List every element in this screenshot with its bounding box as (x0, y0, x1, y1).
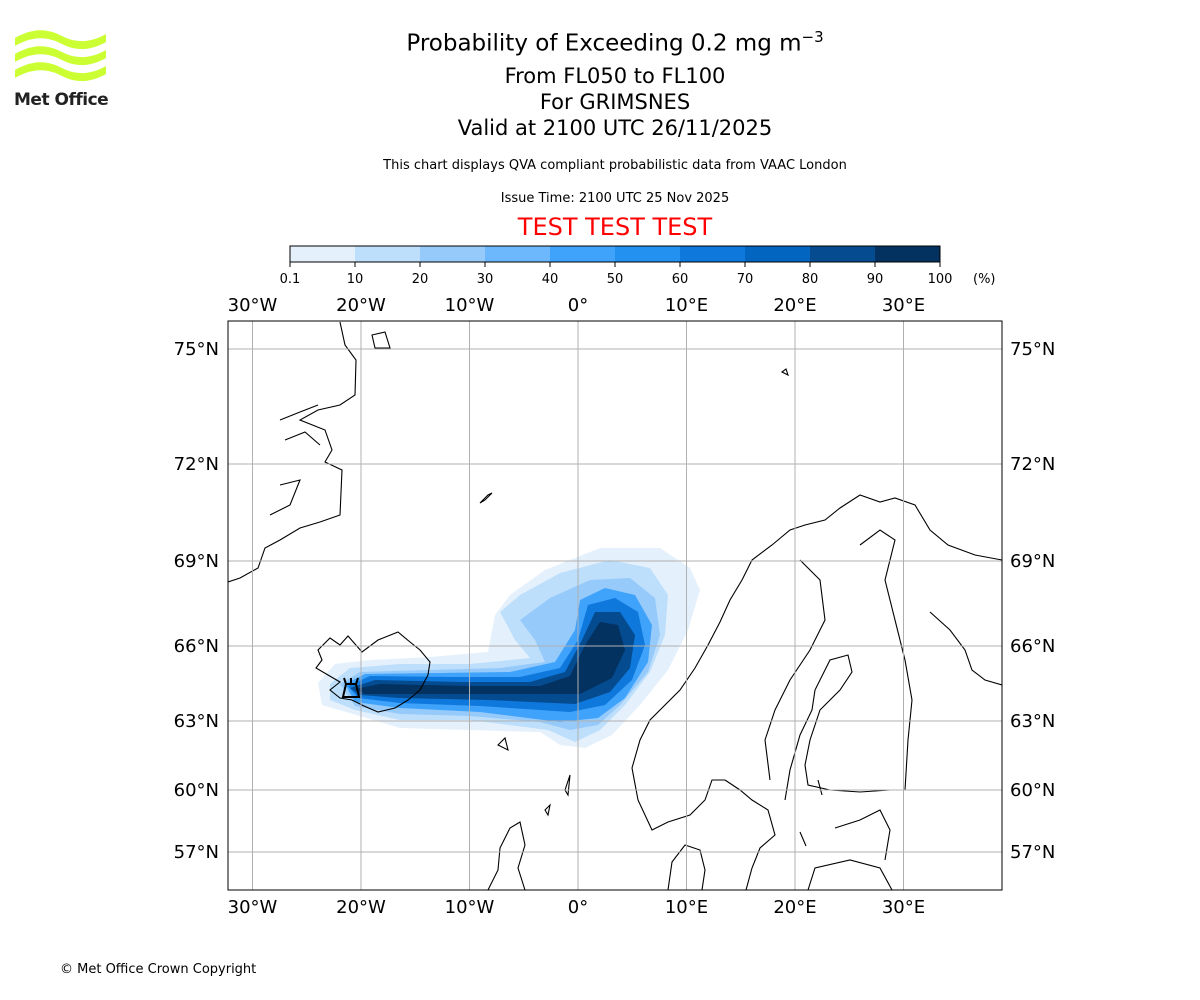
copyright: © Met Office Crown Copyright (60, 962, 257, 977)
bear-island (780, 368, 789, 377)
colorbar-tick-label: 100 (928, 272, 953, 287)
scandinavia-coast (631, 494, 1002, 831)
flight-level-range: From FL050 to FL100 (504, 64, 726, 88)
colorbar-swatch (745, 246, 810, 262)
colorbar: 0.1 10 20 30 40 50 60 70 80 90 100 (%) (280, 245, 996, 287)
chart-title: Probability of Exceeding 0.2 mg m−3 (0, 28, 1200, 57)
valid-time: Valid at 2100 UTC 26/11/2025 (457, 116, 773, 140)
latitude-label: 72°N (1010, 454, 1055, 475)
colorbar-swatch (680, 246, 745, 262)
colorbar-unit: (%) (973, 272, 996, 287)
issue-time: Issue Time: 2100 UTC 25 Nov 2025 (500, 191, 730, 206)
colorbar-swatch (875, 246, 940, 262)
longitude-label: 30°W (228, 295, 278, 316)
longitude-label: 10°E (665, 897, 708, 918)
colorbar-swatch (615, 246, 680, 262)
met-office-logo (15, 30, 106, 82)
latitude-label: 57°N (1010, 842, 1055, 863)
longitude-label: 10°E (665, 295, 708, 316)
longitude-label: 0° (568, 897, 588, 918)
source-volcano-marker (341, 677, 361, 698)
colorbar-tick-label: 80 (802, 272, 819, 287)
colorbar-tick-label: 10 (347, 272, 364, 287)
logo-text: Met Office (14, 90, 109, 110)
volcano-name: For GRIMSNES (539, 90, 691, 114)
colorbar-swatch (355, 246, 420, 262)
longitude-label: 10°W (445, 295, 495, 316)
colorbar-swatch (290, 246, 355, 262)
longitude-label: 10°W (445, 897, 495, 918)
colorbar-swatch (420, 246, 485, 262)
longitude-label: 20°E (773, 295, 816, 316)
colorbar-swatch (810, 246, 875, 262)
finland-border (859, 529, 913, 791)
latitude-label: 66°N (1010, 636, 1055, 657)
estonia-coast (834, 809, 891, 861)
latitude-label: 63°N (1010, 711, 1055, 732)
map-frame (227, 320, 1003, 891)
gotland-poland (799, 779, 893, 890)
colorbar-tick-label: 0.1 (280, 272, 301, 287)
latitude-label: 69°N (174, 551, 219, 572)
longitude-label: 20°W (336, 295, 386, 316)
title-exponent: −3 (801, 28, 824, 46)
longitude-label: 20°W (336, 897, 386, 918)
latitude-label: 72°N (174, 454, 219, 475)
russia-coast (929, 611, 1002, 686)
colorbar-tick-label: 20 (412, 272, 429, 287)
longitude-label: 0° (568, 295, 588, 316)
latitude-label: 66°N (174, 636, 219, 657)
colorbar-tick-label: 90 (867, 272, 884, 287)
latitude-label: 75°N (174, 339, 219, 360)
scotland-coast (487, 736, 571, 890)
latitude-label: 57°N (174, 842, 219, 863)
colorbar-tick-label: 40 (542, 272, 559, 287)
plume-band-6 (355, 622, 625, 694)
sweden-norway-border (764, 559, 826, 781)
test-banner: TEST TEST TEST (517, 213, 713, 241)
colorbar-swatch (550, 246, 615, 262)
latitude-label: 60°N (174, 780, 219, 801)
gulf-of-bothnia (784, 654, 905, 801)
colorbar-tick-label: 30 (477, 272, 494, 287)
colorbar-tick-label: 60 (672, 272, 689, 287)
coastlines (228, 321, 1002, 890)
longitude-label: 30°E (882, 897, 925, 918)
ash-probability-plume (318, 548, 700, 748)
longitude-label: 30°E (882, 295, 925, 316)
baltic-coast (724, 779, 776, 890)
latitude-label: 60°N (1010, 780, 1055, 801)
iceland-coast (315, 631, 431, 713)
latitude-label: 63°N (174, 711, 219, 732)
latitude-label: 69°N (1010, 551, 1055, 572)
jan-mayen (479, 492, 493, 504)
greenland-coast (228, 321, 357, 583)
denmark-coast (667, 844, 706, 890)
colorbar-tick-label: 50 (607, 272, 624, 287)
colorbar-tick-label: 70 (737, 272, 754, 287)
title-main: Probability of Exceeding 0.2 mg m (406, 30, 802, 57)
longitude-label: 30°W (228, 897, 278, 918)
longitude-label: 20°E (773, 897, 816, 918)
colorbar-swatch (485, 246, 550, 262)
subtitle: This chart displays QVA compliant probab… (383, 158, 847, 173)
latitude-label: 75°N (1010, 339, 1055, 360)
greenland-fjords (269, 331, 391, 516)
